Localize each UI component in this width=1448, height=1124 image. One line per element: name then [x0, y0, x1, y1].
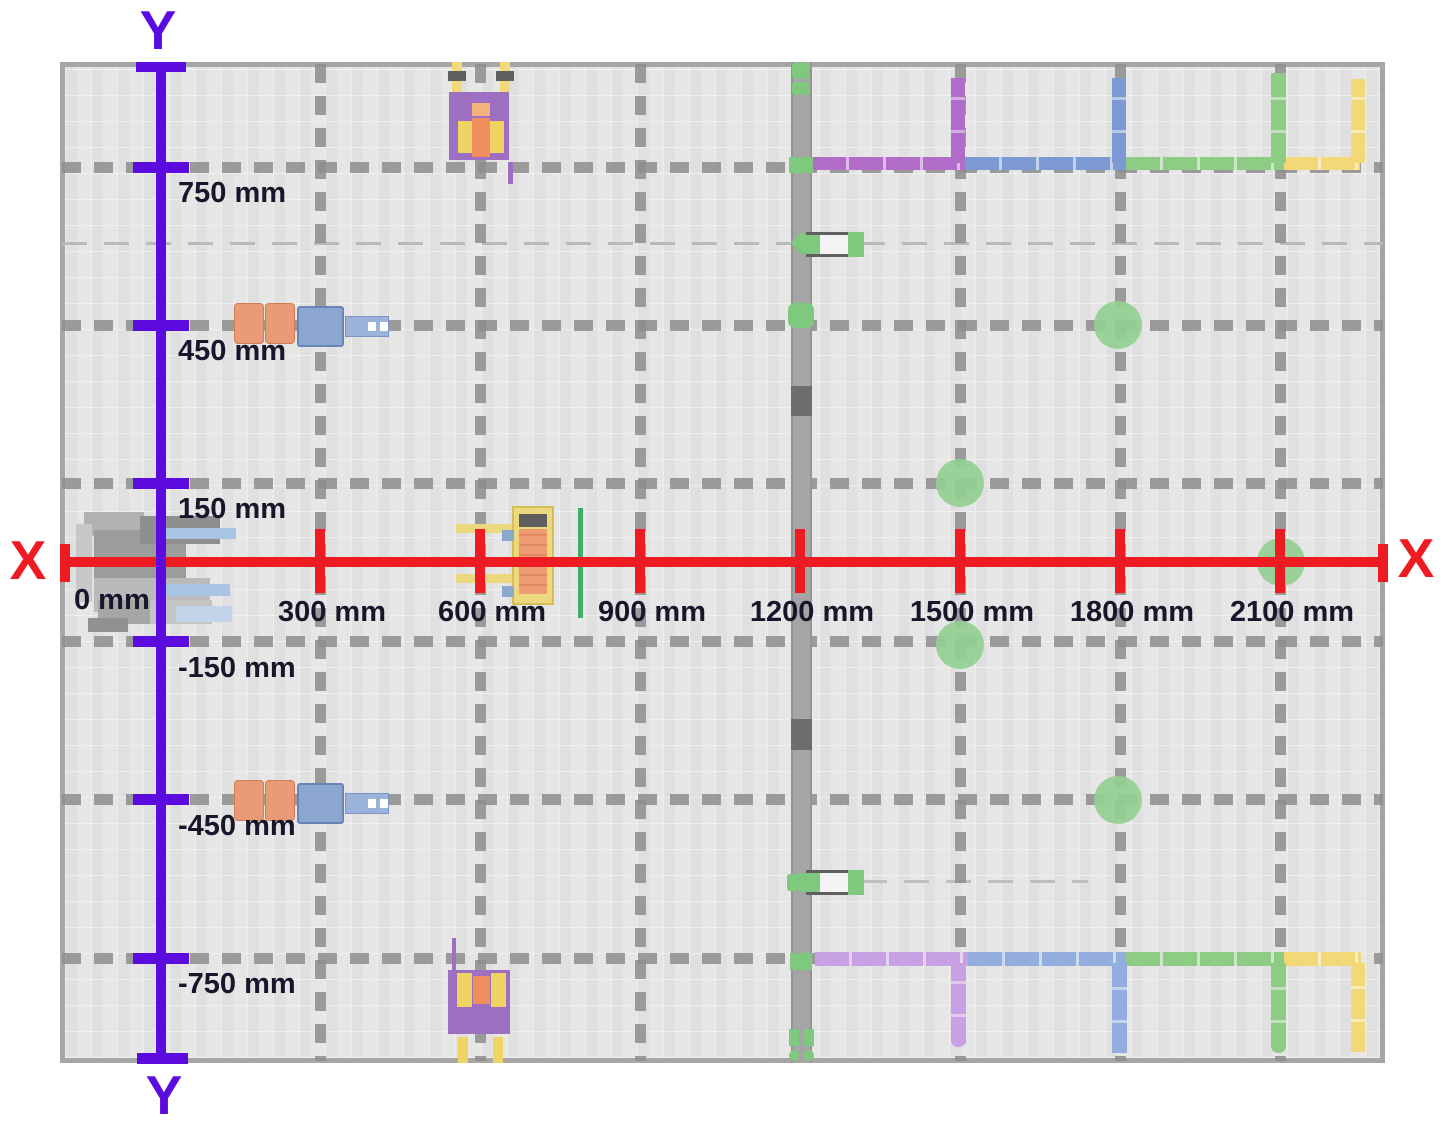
- x-axis-letter-right: X: [1397, 527, 1435, 589]
- y-axis-letter-top: Y: [139, 0, 177, 61]
- x-axis-letter-left: X: [9, 529, 47, 591]
- factory-floor: [60, 62, 1385, 1063]
- y-axis-letter-bottom: Y: [145, 1064, 183, 1124]
